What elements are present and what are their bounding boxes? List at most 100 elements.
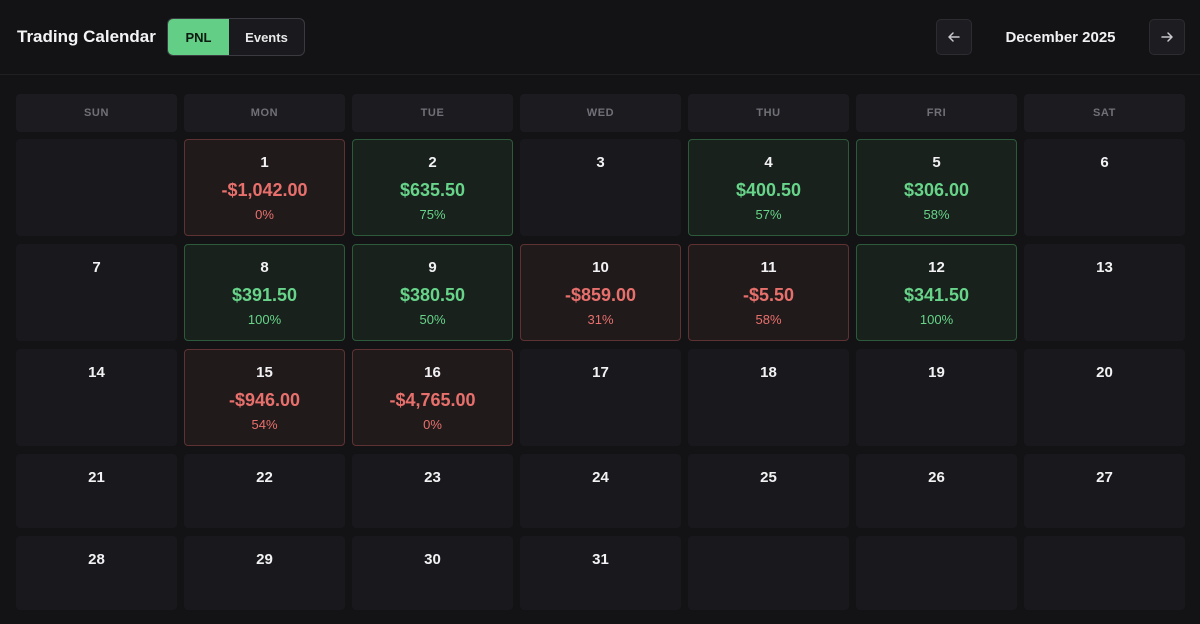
empty-cell bbox=[1024, 536, 1185, 610]
pnl-value: -$1,042.00 bbox=[221, 180, 308, 200]
pnl-value: -$859.00 bbox=[564, 285, 637, 305]
day-cell[interactable]: 13 bbox=[1024, 244, 1185, 341]
day-cell[interactable]: 5 $306.00 58% bbox=[856, 139, 1017, 236]
day-cell[interactable]: 24 bbox=[520, 454, 681, 528]
day-cell[interactable]: 16 -$4,765.00 0% bbox=[352, 349, 513, 446]
view-toggle: PNL Events bbox=[167, 18, 305, 56]
day-number: 17 bbox=[592, 364, 609, 381]
day-cell[interactable]: 20 bbox=[1024, 349, 1185, 446]
page-title: Trading Calendar bbox=[17, 27, 156, 46]
day-cell[interactable]: 1 -$1,042.00 0% bbox=[184, 139, 345, 236]
empty-cell bbox=[688, 536, 849, 610]
weekday-header: TUE bbox=[352, 94, 513, 132]
calendar-header: Trading Calendar PNL Events December 202… bbox=[0, 0, 1200, 75]
empty-cell bbox=[16, 139, 177, 236]
day-number: 26 bbox=[928, 469, 945, 486]
day-number: 5 bbox=[932, 154, 941, 171]
day-number: 25 bbox=[760, 469, 777, 486]
day-number: 24 bbox=[592, 469, 609, 486]
day-number: 8 bbox=[260, 259, 269, 276]
arrow-right-icon bbox=[1160, 30, 1174, 44]
win-rate: 75% bbox=[419, 207, 446, 222]
day-number: 20 bbox=[1096, 364, 1113, 381]
pnl-value: $341.50 bbox=[903, 285, 970, 305]
day-cell[interactable]: 22 bbox=[184, 454, 345, 528]
day-number: 7 bbox=[92, 259, 101, 276]
calendar-grid: 1 -$1,042.00 0% 2 $635.50 75% 3 4 $400.50 57% 5 $30… bbox=[16, 139, 1186, 610]
win-rate: 50% bbox=[419, 312, 446, 327]
day-cell[interactable]: 31 bbox=[520, 536, 681, 610]
win-rate: 100% bbox=[919, 312, 954, 327]
win-rate: 54% bbox=[251, 417, 278, 432]
weekday-header: WED bbox=[520, 94, 681, 132]
next-month-button[interactable] bbox=[1149, 19, 1185, 55]
pnl-value: $635.50 bbox=[399, 180, 466, 200]
pnl-value: -$946.00 bbox=[228, 390, 301, 410]
day-number: 14 bbox=[88, 364, 105, 381]
win-rate: 0% bbox=[423, 417, 442, 432]
win-rate: 58% bbox=[923, 207, 950, 222]
weekday-header: FRI bbox=[856, 94, 1017, 132]
win-rate: 58% bbox=[755, 312, 782, 327]
empty-cell bbox=[856, 536, 1017, 610]
day-cell[interactable]: 10 -$859.00 31% bbox=[520, 244, 681, 341]
day-number: 30 bbox=[424, 551, 441, 568]
day-number: 22 bbox=[256, 469, 273, 486]
day-cell[interactable]: 11 -$5.50 58% bbox=[688, 244, 849, 341]
pnl-value: $306.00 bbox=[903, 180, 970, 200]
tab-events[interactable]: Events bbox=[245, 29, 288, 45]
day-number: 28 bbox=[88, 551, 105, 568]
day-cell[interactable]: 7 bbox=[16, 244, 177, 341]
day-number: 4 bbox=[764, 154, 773, 171]
day-number: 10 bbox=[592, 259, 609, 276]
arrow-left-icon bbox=[947, 30, 961, 44]
day-cell[interactable]: 6 bbox=[1024, 139, 1185, 236]
day-number: 29 bbox=[256, 551, 273, 568]
day-number: 18 bbox=[760, 364, 777, 381]
day-cell[interactable]: 26 bbox=[856, 454, 1017, 528]
day-number: 3 bbox=[596, 154, 605, 171]
win-rate: 57% bbox=[755, 207, 782, 222]
weekday-header: MON bbox=[184, 94, 345, 132]
day-number: 1 bbox=[260, 154, 269, 171]
pnl-value: -$5.50 bbox=[742, 285, 795, 305]
day-number: 31 bbox=[592, 551, 609, 568]
day-cell[interactable]: 17 bbox=[520, 349, 681, 446]
day-number: 15 bbox=[256, 364, 273, 381]
pnl-value: $391.50 bbox=[231, 285, 298, 305]
day-cell[interactable]: 14 bbox=[16, 349, 177, 446]
weekday-header-row: SUN MON TUE WED THU FRI SAT bbox=[16, 94, 1186, 132]
previous-month-button[interactable] bbox=[936, 19, 972, 55]
day-cell[interactable]: 28 bbox=[16, 536, 177, 610]
pnl-value: $400.50 bbox=[735, 180, 802, 200]
day-cell[interactable]: 2 $635.50 75% bbox=[352, 139, 513, 236]
day-cell[interactable]: 19 bbox=[856, 349, 1017, 446]
win-rate: 0% bbox=[255, 207, 274, 222]
day-cell[interactable]: 18 bbox=[688, 349, 849, 446]
day-cell[interactable]: 27 bbox=[1024, 454, 1185, 528]
day-cell[interactable]: 23 bbox=[352, 454, 513, 528]
day-cell[interactable]: 8 $391.50 100% bbox=[184, 244, 345, 341]
pnl-value: $380.50 bbox=[399, 285, 466, 305]
day-number: 23 bbox=[424, 469, 441, 486]
day-cell[interactable]: 30 bbox=[352, 536, 513, 610]
day-cell[interactable]: 9 $380.50 50% bbox=[352, 244, 513, 341]
tab-pnl[interactable]: PNL bbox=[168, 19, 229, 55]
day-cell[interactable]: 4 $400.50 57% bbox=[688, 139, 849, 236]
day-number: 2 bbox=[428, 154, 437, 171]
day-number: 11 bbox=[760, 259, 777, 276]
month-label: December 2025 bbox=[1005, 29, 1116, 46]
weekday-header: SAT bbox=[1024, 94, 1185, 132]
day-cell[interactable]: 3 bbox=[520, 139, 681, 236]
day-cell[interactable]: 21 bbox=[16, 454, 177, 528]
day-number: 27 bbox=[1096, 469, 1113, 486]
day-number: 13 bbox=[1096, 259, 1113, 276]
day-cell[interactable]: 29 bbox=[184, 536, 345, 610]
day-cell[interactable]: 15 -$946.00 54% bbox=[184, 349, 345, 446]
day-cell[interactable]: 25 bbox=[688, 454, 849, 528]
weekday-header: SUN bbox=[16, 94, 177, 132]
day-cell[interactable]: 12 $341.50 100% bbox=[856, 244, 1017, 341]
day-number: 12 bbox=[928, 259, 945, 276]
day-number: 6 bbox=[1100, 154, 1109, 171]
